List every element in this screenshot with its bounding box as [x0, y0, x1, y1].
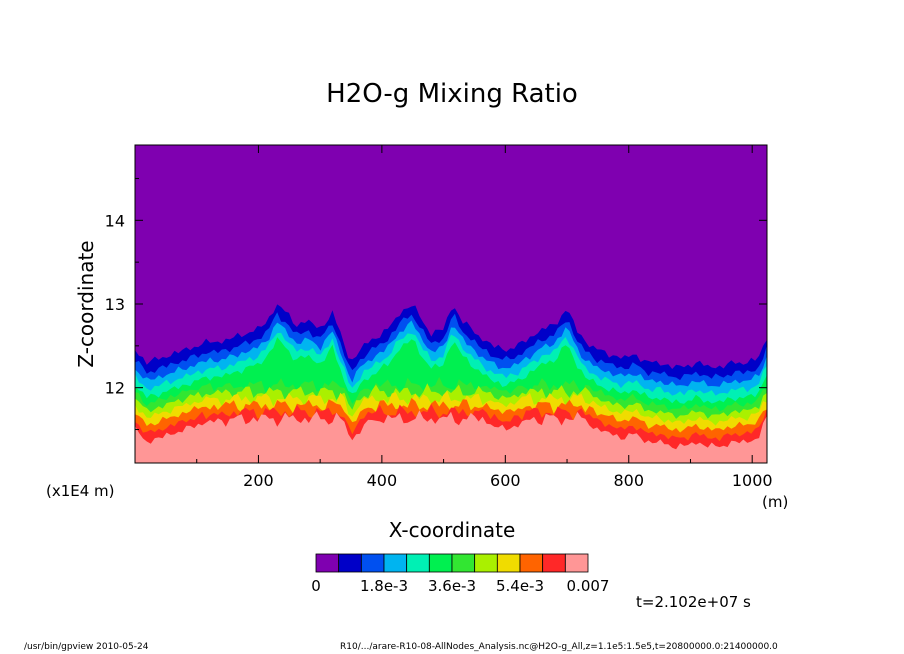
x-unit-label: (m) [762, 493, 788, 511]
colorbar-tick-label: 0.007 [567, 577, 610, 595]
colorbar-tick-label: 5.4e-3 [496, 577, 544, 595]
x-axis: 200 400 600 800 1000 [196, 145, 773, 490]
footer-file-info: R10/.../arare-R10-08-AllNodes_Analysis.n… [340, 642, 778, 652]
x-tick-label: 800 [613, 471, 644, 490]
x-tick-label: 200 [243, 471, 274, 490]
colorbar-swatch [474, 553, 498, 573]
y-axis-label: Z-coordinate [74, 240, 98, 367]
colorbar-swatch [542, 553, 566, 573]
colorbar-swatch [519, 553, 544, 573]
footer-program-info: /usr/bin/gpview 2010-05-24 [24, 642, 149, 652]
colorbar-swatch [564, 553, 589, 573]
time-label: t=2.102e+07 s [636, 593, 751, 611]
y-tick-label: 13 [105, 295, 125, 314]
x-tick-label: 600 [490, 471, 521, 490]
x-axis-label: X-coordinate [389, 518, 516, 542]
colorbar-swatch [496, 553, 521, 573]
y-scale-note: (x1E4 m) [46, 482, 115, 500]
colorbar-tick-label: 0 [311, 577, 321, 595]
y-tick-label: 14 [105, 211, 125, 230]
colorbar: 0 1.8e-3 3.6e-3 5.4e-3 0.007 [311, 553, 610, 595]
x-tick-label: 1000 [732, 471, 773, 490]
colorbar-tick-label: 1.8e-3 [360, 577, 408, 595]
x-tick-label: 400 [367, 471, 398, 490]
colorbar-swatch [383, 553, 408, 573]
colorbar-tick-label: 3.6e-3 [428, 577, 476, 595]
plot-area [135, 145, 767, 463]
colorbar-swatch [315, 553, 340, 573]
colorbar-swatch [338, 553, 362, 573]
colorbar-swatch [406, 553, 430, 573]
colorbar-swatch [451, 553, 476, 573]
colorbar-swatch [428, 553, 453, 573]
contour-level-11 [135, 410, 767, 463]
y-axis: 12 13 14 [105, 177, 767, 431]
colorbar-swatch [360, 553, 385, 573]
y-tick-label: 12 [105, 379, 125, 398]
chart-title: H2O-g Mixing Ratio [326, 79, 578, 109]
